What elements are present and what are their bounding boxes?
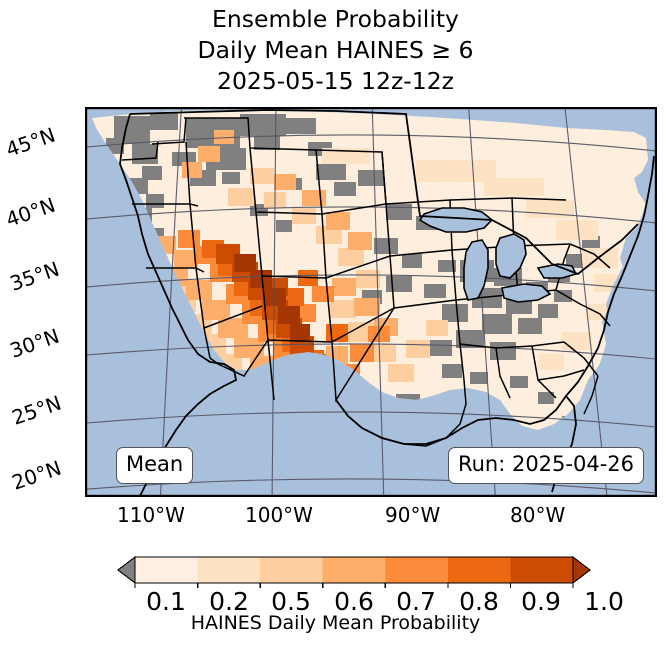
lat-tick-30: 30°N <box>6 323 63 363</box>
lat-tick-45: 45°N <box>2 122 59 162</box>
lat-tick-35: 35°N <box>6 256 63 296</box>
lon-tick-110w: 110°W <box>117 503 185 527</box>
member-label-box: Mean <box>116 447 194 484</box>
coastline <box>119 109 655 496</box>
great-lakes <box>418 207 578 303</box>
colorbar-graphic <box>117 555 591 588</box>
run-label-text: Run: 2025-04-26 <box>457 452 634 476</box>
map-panel[interactable]: Mean Run: 2025-04-26 <box>85 107 657 497</box>
colorbar-tick-7: 1.0 <box>584 587 624 616</box>
title-line-3: 2025-05-15 12z-12z <box>217 67 454 95</box>
colorbar-tick-1: 0.2 <box>209 587 249 616</box>
run-label-box: Run: 2025-04-26 <box>447 447 644 484</box>
lat-tick-40: 40°N <box>2 192 59 232</box>
state-borders <box>121 117 611 447</box>
lat-tick-25: 25°N <box>8 390 65 430</box>
colorbar-tick-5: 0.8 <box>459 587 499 616</box>
colorbar-tick-2: 0.5 <box>271 587 311 616</box>
colorbar-tick-3: 0.6 <box>334 587 374 616</box>
member-label-text: Mean <box>126 452 184 476</box>
title-line-2: Daily Mean HAINES ≥ 6 <box>197 36 474 64</box>
lon-tick-80w: 80°W <box>510 503 566 527</box>
colorbar-tick-4: 0.7 <box>396 587 436 616</box>
lon-tick-90w: 90°W <box>385 503 441 527</box>
colorbar[interactable]: 0.1 0.2 0.5 0.6 0.7 0.8 0.9 1.0 HAINES D… <box>0 550 671 658</box>
colorbar-axis-label: HAINES Daily Mean Probability <box>190 612 481 634</box>
title-line-1: Ensemble Probability <box>212 5 459 33</box>
colorbar-tick-6: 0.9 <box>521 587 561 616</box>
colorbar-tick-0: 0.1 <box>146 587 186 616</box>
map-graphic <box>86 108 656 496</box>
chart-title: Ensemble Probability Daily Mean HAINES ≥… <box>0 4 671 97</box>
lat-tick-20: 20°N <box>8 455 65 495</box>
lon-tick-100w: 100°W <box>245 503 313 527</box>
